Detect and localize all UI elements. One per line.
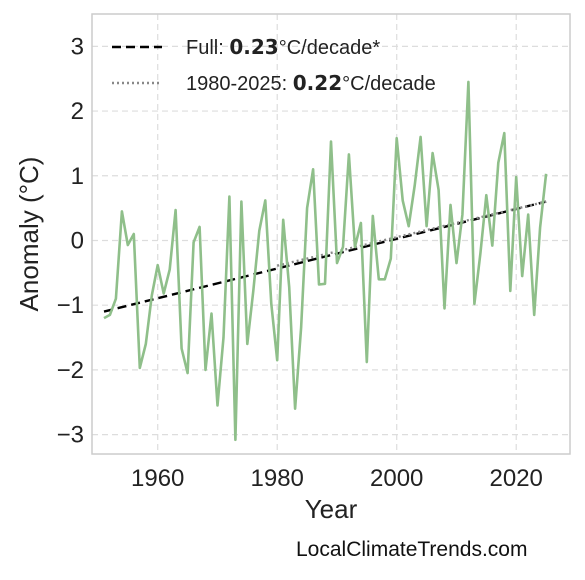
legend-suffix: °C/decade*: [279, 37, 381, 59]
x-axis-label: Year: [305, 494, 358, 524]
y-tick-label: −2: [57, 357, 84, 384]
x-tick-label: 2000: [370, 465, 423, 492]
y-tick-label: 1: [71, 163, 84, 190]
y-tick-label: −3: [57, 422, 84, 449]
legend-prefix: Full:: [186, 37, 229, 59]
x-tick-label: 1960: [131, 465, 184, 492]
legend-entry-text: Full: 0.23°C/decade*: [186, 35, 380, 59]
plot-frame: [91, 13, 571, 455]
legend-suffix: °C/decade: [342, 73, 436, 95]
y-tick-label: −1: [57, 292, 84, 319]
tick-labels: 1960 1980 2000 2020 −3 −2 −1 0 1 2 3: [57, 33, 543, 492]
y-tick-label: 2: [71, 98, 84, 125]
y-tick-label: 3: [71, 33, 84, 60]
x-tick-label: 1980: [251, 465, 304, 492]
anomaly-series-line: [103, 80, 548, 442]
legend-prefix: 1980-2025:: [186, 73, 293, 95]
legend-entry-text: 1980-2025: 0.22°C/decade: [186, 71, 436, 95]
grid: [92, 14, 570, 454]
x-tick-label: 2020: [490, 465, 543, 492]
recent-trend-line: [276, 200, 547, 267]
legend-rate-value: 0.23: [229, 35, 278, 59]
y-tick-label: 0: [71, 227, 84, 254]
y-axis-label: Anomaly (°C): [14, 157, 44, 312]
anomaly-chart: 1960 1980 2000 2020 −3 −2 −1 0 1 2 3 Year Anomaly …: [14, 13, 571, 524]
legend-rate-value: 0.22: [293, 71, 342, 95]
series-layer: [103, 80, 548, 442]
legend: Full: 0.23°C/decade*1980-2025: 0.22°C/de…: [112, 35, 436, 95]
site-credit: LocalClimateTrends.com: [296, 538, 528, 561]
